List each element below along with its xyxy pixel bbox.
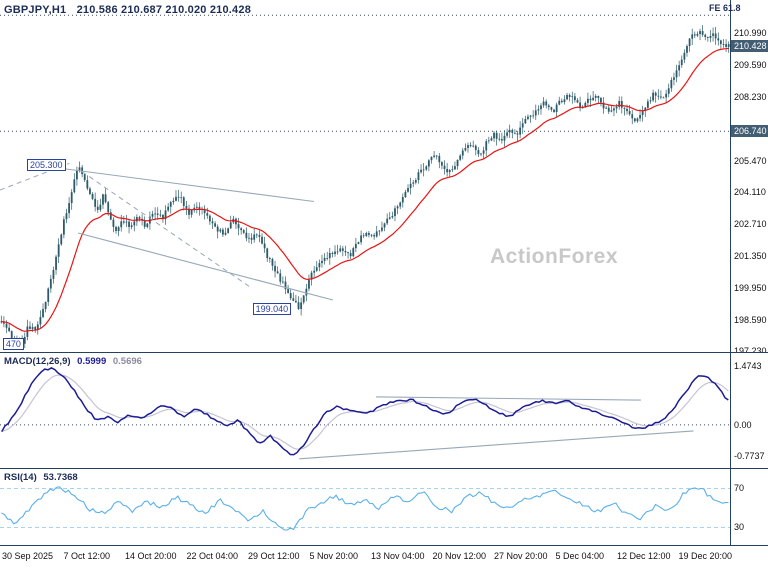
- price-tick: 201.350: [734, 250, 767, 261]
- macd-value-main: 0.5999: [77, 356, 107, 367]
- macd-value-signal: 0.5696: [112, 356, 142, 367]
- macd-name: MACD(12,26,9): [4, 356, 71, 367]
- price-label-470: 470: [2, 337, 24, 350]
- time-label: 5 Nov 20:00: [309, 551, 359, 561]
- price-tick: 202.710: [734, 219, 767, 230]
- price-axis[interactable]: 210.990 209.590 208.230 205.470 204.110 202.7…: [730, 0, 768, 356]
- macd-chart[interactable]: [0, 353, 730, 468]
- time-label: 30 Sep 2025: [2, 551, 54, 561]
- rsi-panel[interactable]: RSI(14) 53.7368: [0, 469, 730, 545]
- symbol-timeframe-label: GBPJPY,H1: [4, 4, 67, 16]
- price-label-205.300: 205.300: [27, 158, 66, 171]
- price-tick: 197.230: [734, 346, 767, 356]
- price-tick: 199.950: [734, 283, 767, 294]
- rsi-label: RSI(14) 53.7368: [4, 472, 78, 483]
- time-label: 12 Dec 12:00: [617, 551, 671, 561]
- time-label: 19 Dec 20:00: [678, 551, 733, 561]
- macd-tick: 1.4743: [734, 361, 762, 371]
- candlestick-chart[interactable]: [0, 0, 730, 352]
- price-tick: 208.230: [734, 91, 767, 102]
- rsi-value: 53.7368: [43, 472, 78, 483]
- price-tick: 198.590: [734, 314, 767, 325]
- ohlc-quote: 210.586 210.687 210.020 210.428: [76, 4, 252, 16]
- rsi-tick: 30: [734, 522, 745, 533]
- rsi-chart[interactable]: [0, 469, 730, 545]
- panel-separator: [0, 545, 768, 546]
- price-badge-206.740: 206.740: [731, 125, 768, 138]
- rsi-tick: 70: [734, 483, 745, 494]
- panel-separator: [0, 468, 768, 469]
- price-tick: 205.470: [734, 155, 767, 166]
- macd-panel[interactable]: MACD(12,26,9) 0.5999 0.5696: [0, 353, 730, 468]
- rsi-name: RSI(14): [4, 472, 37, 483]
- macd-value-axis[interactable]: 1.4743 0.00 -0.7737: [730, 353, 768, 468]
- time-axis[interactable]: 30 Sep 2025 7 Oct 12:00 14 Oct 20:00 22 Oct…: [0, 546, 768, 576]
- macd-label: MACD(12,26,9) 0.5999 0.5696: [4, 356, 142, 367]
- time-label: 7 Oct 12:00: [63, 551, 111, 561]
- panel-separator: [0, 352, 768, 353]
- time-label: 13 Nov 04:00: [371, 551, 425, 561]
- price-label-199.040: 199.040: [252, 303, 292, 316]
- price-chart-panel[interactable]: GBPJPY,H1 210.586 210.687 210.020 210.42…: [0, 0, 741, 352]
- price-tick: 210.990: [734, 28, 767, 39]
- time-label: 27 Nov 20:00: [494, 551, 548, 561]
- macd-tick: -0.7737: [734, 450, 765, 461]
- rsi-value-axis[interactable]: 70 30: [730, 469, 768, 545]
- fib-expansion-label: FE 61.8: [709, 3, 741, 13]
- time-label: 29 Oct 12:00: [248, 551, 300, 561]
- price-tick: 209.590: [734, 60, 767, 71]
- macd-tick: 0.00: [734, 419, 752, 430]
- time-label: 20 Nov 12:00: [432, 551, 487, 561]
- chart-header: GBPJPY,H1 210.586 210.687 210.020 210.42…: [4, 4, 251, 16]
- price-badge-210.428: 210.428: [731, 40, 768, 53]
- time-label: 5 Dec 04:00: [555, 551, 605, 561]
- watermark: ActionForex: [490, 245, 619, 268]
- time-label: 22 Oct 04:00: [186, 551, 239, 561]
- time-label: 14 Oct 20:00: [125, 551, 177, 561]
- price-tick: 204.110: [734, 187, 766, 198]
